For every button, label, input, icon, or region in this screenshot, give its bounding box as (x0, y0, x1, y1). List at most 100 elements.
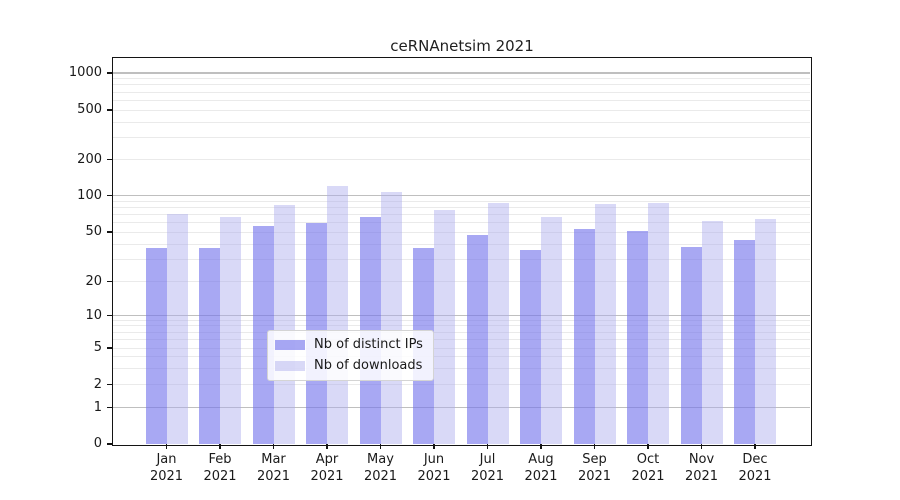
minor-gridline (113, 281, 810, 282)
x-axis-tick-label: Nov 2021 (684, 452, 719, 484)
minor-gridline (113, 259, 810, 261)
bar-nb-of-distinct-ips-aug (520, 249, 541, 444)
minor-gridline (113, 200, 810, 202)
y-axis-tick (107, 314, 112, 317)
y-axis-tick-label: 500 (77, 102, 102, 117)
x-axis-tick-label: Dec 2021 (738, 452, 772, 484)
major-gridline (113, 406, 810, 409)
minor-gridline (113, 221, 810, 223)
bar-nb-of-downloads-sep (594, 204, 616, 444)
x-axis-tick (433, 444, 435, 449)
bar-nb-of-downloads-feb (220, 216, 241, 444)
x-axis-tick-label: Oct 2021 (631, 452, 665, 484)
bar-nb-of-distinct-ips-oct (627, 230, 648, 444)
minor-gridline (113, 338, 810, 340)
x-axis-tick-label: Apr 2021 (310, 452, 344, 484)
bar-nb-of-distinct-ips-mar (252, 226, 274, 444)
y-axis-tick (107, 72, 112, 74)
minor-gridline (113, 109, 810, 111)
legend-row-distinct-ips: Nb of distinct IPs (275, 337, 423, 353)
bar-nb-of-downloads-nov (701, 220, 723, 444)
x-axis-tick-label: Sep 2021 (577, 452, 612, 484)
plot-area (113, 58, 810, 444)
y-axis-tick-label: 200 (77, 151, 102, 167)
x-axis-tick (700, 444, 703, 449)
major-gridline (113, 314, 810, 317)
x-axis-tick-label: Feb 2021 (203, 452, 237, 484)
legend-swatch-distinct-ips (275, 340, 305, 350)
bar-nb-of-distinct-ips-dec (734, 240, 755, 444)
x-axis-tick (647, 444, 649, 449)
y-axis-tick (107, 231, 112, 233)
x-axis-tick (540, 444, 542, 449)
bar-nb-of-distinct-ips-nov (680, 246, 702, 444)
bar-nb-of-distinct-ips-jul (466, 235, 488, 444)
y-axis-tick (107, 443, 112, 445)
x-axis-tick (272, 444, 275, 449)
x-axis-tick (486, 444, 489, 449)
minor-gridline (113, 367, 810, 369)
legend-label-downloads: Nb of downloads (314, 358, 423, 373)
y-axis-tick-label: 1000 (68, 65, 102, 80)
minor-gridline (113, 213, 810, 215)
bar-nb-of-downloads-jan (166, 214, 188, 444)
minor-gridline (113, 231, 810, 233)
bar-nb-of-distinct-ips-sep (573, 228, 595, 444)
minor-gridline (113, 159, 810, 160)
minor-gridline (113, 84, 810, 86)
minor-gridline (113, 137, 810, 139)
minor-gridline (113, 347, 810, 349)
legend: Nb of distinct IPs Nb of downloads (267, 330, 434, 381)
y-axis-tick (107, 280, 112, 283)
bar-nb-of-downloads-jun (434, 209, 455, 444)
bar-nb-of-downloads-aug (541, 217, 562, 444)
bar-nb-of-downloads-mar (273, 204, 295, 444)
x-axis-tick (165, 444, 168, 449)
bar-nb-of-downloads-jul (487, 203, 509, 444)
y-axis-tick (107, 347, 112, 349)
x-axis-tick (219, 444, 221, 449)
y-axis-tick-label: 50 (85, 224, 102, 239)
y-axis-tick (107, 406, 112, 409)
y-axis-tick-label: 1 (93, 399, 102, 415)
bar-nb-of-downloads-may (380, 191, 402, 444)
major-gridline (113, 194, 810, 197)
bar-nb-of-distinct-ips-feb (199, 248, 220, 444)
bar-nb-of-downloads-dec (755, 219, 776, 444)
minor-gridline (113, 206, 810, 208)
y-axis-tick (107, 158, 112, 161)
minor-gridline (113, 121, 810, 123)
minor-gridline (113, 243, 810, 245)
x-axis-tick-label: Aug 2021 (524, 452, 558, 484)
y-axis-tick-label: 10 (85, 307, 102, 323)
major-gridline (113, 72, 810, 74)
minor-gridline (113, 91, 810, 93)
minor-gridline (113, 384, 810, 385)
y-axis-tick (107, 383, 112, 386)
minor-gridline (113, 356, 810, 358)
x-axis-tick-label: Jun 2021 (417, 452, 451, 484)
legend-swatch-downloads (275, 361, 305, 371)
x-axis-tick (326, 444, 328, 449)
y-axis-tick-label: 2 (93, 376, 102, 392)
x-axis-tick-label: May 2021 (363, 452, 398, 484)
minor-gridline (113, 319, 810, 321)
y-axis-tick-label: 5 (93, 340, 102, 355)
bar-nb-of-downloads-oct (648, 202, 669, 444)
y-axis-tick (107, 194, 112, 197)
legend-row-downloads: Nb of downloads (275, 358, 423, 374)
x-axis-tick (754, 444, 756, 449)
x-axis-tick (593, 444, 596, 449)
minor-gridline (113, 331, 810, 333)
x-axis-tick (379, 444, 382, 449)
legend-label-distinct-ips: Nb of distinct IPs (314, 337, 423, 352)
bar-nb-of-downloads-apr (327, 186, 348, 444)
y-axis-tick (107, 109, 112, 111)
x-axis-tick-label: Mar 2021 (256, 452, 291, 484)
minor-gridline (113, 78, 810, 80)
minor-gridline (113, 325, 810, 327)
y-axis-tick-label: 20 (85, 273, 102, 289)
x-axis-tick-label: Jan 2021 (149, 452, 184, 484)
y-axis-tick-label: 100 (77, 187, 102, 203)
